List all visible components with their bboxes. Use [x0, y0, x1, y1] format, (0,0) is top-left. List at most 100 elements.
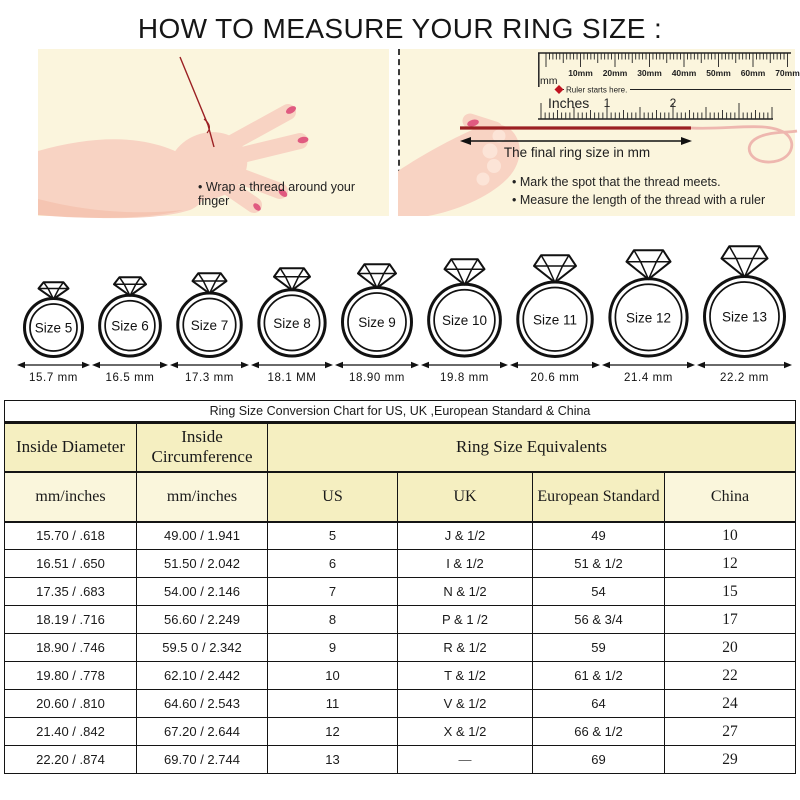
- svg-text:mm: mm: [540, 75, 558, 87]
- table-row-2: 16.51 / .650 51.50 / 2.042 6 I & 1/2 51 & 1/…: [4, 549, 796, 578]
- cell-r3-c3: 7: [267, 577, 398, 606]
- diameter-arrow-icon: [602, 361, 695, 369]
- header-inside-circumference: Inside Circumference: [136, 422, 268, 473]
- ring-diameter-mm: 22.2 mm: [720, 372, 769, 384]
- cell-r6-c3: 10: [267, 661, 398, 690]
- ring-item-size-6: Size 6 16.5 mm: [91, 276, 169, 384]
- cell-r9-c6: 29: [664, 745, 796, 774]
- instruction-panels: • Wrap a thread around your finger 10mm …: [38, 49, 800, 219]
- left-instruction-panel: • Wrap a thread around your finger: [38, 49, 389, 219]
- table-row-5: 18.90 / .746 59.5 0 / 2.342 9 R & 1/2 59 20: [4, 633, 796, 662]
- cell-r2-c2: 51.50 / 2.042: [136, 549, 268, 578]
- cell-r5-c2: 59.5 0 / 2.342: [136, 633, 268, 662]
- svg-text:Inches: Inches: [548, 95, 589, 111]
- dashed-divider: [389, 49, 400, 216]
- cell-r2-c1: 16.51 / .650: [4, 549, 137, 578]
- diamond-ring-icon: Size 13: [703, 245, 786, 358]
- cell-r8-c5: 66 & 1/2: [532, 717, 665, 746]
- cell-r2-c6: 12: [664, 549, 796, 578]
- ring-size-label: Size 11: [533, 312, 577, 327]
- table-row-4: 18.19 / .716 56.60 / 2.249 8 P & 1 /2 56 & 3…: [4, 605, 796, 634]
- cell-r5-c3: 9: [267, 633, 398, 662]
- ring-size-label: Size 12: [626, 310, 671, 325]
- ring-diameter-mm: 18.90 mm: [349, 372, 405, 384]
- cell-r1-c3: 5: [267, 521, 398, 550]
- cell-r5-c1: 18.90 / .746: [4, 633, 137, 662]
- table-row-7: 20.60 / .810 64.60 / 2.543 11 V & 1/2 64 24: [4, 689, 796, 718]
- table-caption: Ring Size Conversion Chart for US, UK ,E…: [4, 400, 796, 424]
- ring-item-size-8: Size 8 18.1 MM: [250, 267, 334, 384]
- page-title: HOW TO MEASURE YOUR RING SIZE :: [137, 13, 663, 44]
- header-china: China: [664, 471, 796, 523]
- cell-r7-c3: 11: [267, 689, 398, 718]
- nails: [253, 106, 309, 211]
- cell-r7-c2: 64.60 / 2.543: [136, 689, 268, 718]
- svg-text:70mm: 70mm: [775, 68, 800, 78]
- cell-r1-c1: 15.70 / .618: [4, 521, 137, 550]
- diameter-arrow-icon: [697, 361, 792, 369]
- cell-r6-c5: 61 & 1/2: [532, 661, 665, 690]
- cell-r3-c2: 54.00 / 2.146: [136, 577, 268, 606]
- table-row-8: 21.40 / .842 67.20 / 2.644 12 X & 1/2 66 & 1…: [4, 717, 796, 746]
- cell-r7-c5: 64: [532, 689, 665, 718]
- cell-r8-c4: X & 1/2: [397, 717, 533, 746]
- ring-size-label: Size 7: [191, 318, 229, 333]
- svg-text:20mm: 20mm: [603, 68, 628, 78]
- header-european-standard: European Standard: [532, 471, 665, 523]
- ring-item-size-13: Size 13 22.2 mm: [696, 245, 793, 384]
- cell-r9-c3: 13: [267, 745, 398, 774]
- cell-r3-c4: N & 1/2: [397, 577, 533, 606]
- diameter-arrow-icon: [170, 361, 249, 369]
- cell-r3-c5: 54: [532, 577, 665, 606]
- cell-r4-c6: 17: [664, 605, 796, 634]
- right-captions: • Mark the spot that the thread meets. •…: [512, 174, 765, 209]
- hand-illustration-right: [398, 113, 520, 216]
- cell-r3-c1: 17.35 / .683: [4, 577, 137, 606]
- ring-size-label: Size 6: [111, 319, 149, 334]
- nail: [467, 119, 479, 127]
- cell-r6-c2: 62.10 / 2.442: [136, 661, 268, 690]
- table-row-6: 19.80 / .778 62.10 / 2.442 10 T & 1/2 61 & 1…: [4, 661, 796, 690]
- header-diameter-mm-inches: mm/inches: [4, 471, 137, 523]
- ring-diameter-mm: 18.1 MM: [267, 372, 317, 384]
- ring-item-size-5: Size 5 15.7 mm: [16, 281, 91, 384]
- ring-size-label: Size 8: [273, 316, 311, 331]
- cell-r1-c6: 10: [664, 521, 796, 550]
- cell-r5-c4: R & 1/2: [397, 633, 533, 662]
- diameter-arrow-icon: [335, 361, 419, 369]
- svg-text:1: 1: [604, 96, 611, 110]
- header-us: US: [267, 471, 398, 523]
- cell-r5-c6: 20: [664, 633, 796, 662]
- svg-text:60mm: 60mm: [741, 68, 766, 78]
- svg-text:40mm: 40mm: [672, 68, 697, 78]
- diameter-arrow-icon: [92, 361, 168, 369]
- diamond-ring-icon: Size 6: [98, 276, 162, 358]
- cell-r8-c6: 27: [664, 717, 796, 746]
- cell-r6-c1: 19.80 / .778: [4, 661, 137, 690]
- right-caption-1: • Mark the spot that the thread meets.: [512, 175, 721, 189]
- ring-size-label: Size 5: [35, 321, 73, 336]
- thread-loop: [690, 125, 798, 164]
- cell-r6-c4: T & 1/2: [397, 661, 533, 690]
- cell-r9-c1: 22.20 / .874: [4, 745, 137, 774]
- header-uk: UK: [397, 471, 533, 523]
- header-circumference-mm-inches: mm/inches: [136, 471, 268, 523]
- left-caption: • Wrap a thread around your finger: [198, 180, 356, 208]
- ring-diameter-mm: 16.5 mm: [105, 372, 155, 384]
- cell-r2-c5: 51 & 1/2: [532, 549, 665, 578]
- ring-item-size-7: Size 7 17.3 mm: [169, 272, 250, 384]
- ruler-start-marker-icon: [554, 85, 564, 94]
- cell-r8-c3: 12: [267, 717, 398, 746]
- ring-item-size-9: Size 9 18.90 mm: [334, 263, 420, 384]
- final-size-label: The final ring size in mm: [503, 145, 651, 160]
- ring-diameter-mm: 19.8 mm: [440, 372, 489, 384]
- ring-diameter-mm: 20.6 mm: [530, 372, 580, 384]
- cell-r1-c2: 49.00 / 1.941: [136, 521, 268, 550]
- ring-size-label: Size 13: [722, 310, 767, 325]
- cell-r5-c5: 59: [532, 633, 665, 662]
- table-row-1: 15.70 / .618 49.00 / 1.941 5 J & 1/2 49 10: [4, 521, 796, 550]
- diamond-ring-icon: Size 11: [516, 254, 594, 358]
- cell-r8-c2: 67.20 / 2.644: [136, 717, 268, 746]
- cell-r6-c6: 22: [664, 661, 796, 690]
- ring-diameter-mm: 21.4 mm: [624, 372, 673, 384]
